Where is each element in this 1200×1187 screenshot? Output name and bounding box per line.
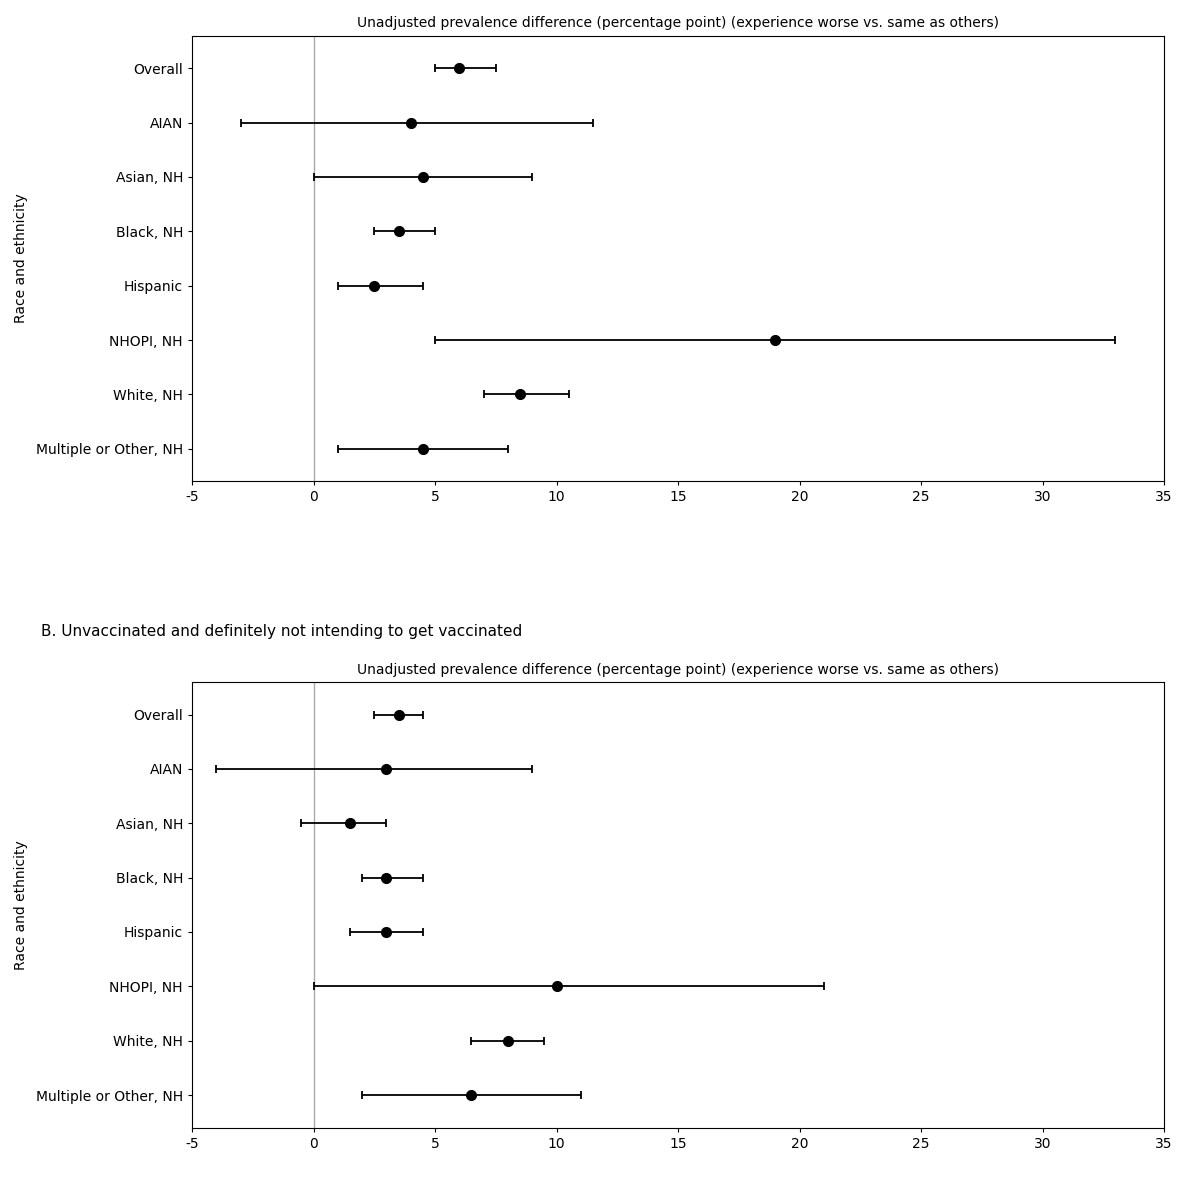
Title: Unadjusted prevalence difference (percentage point) (experience worse vs. same a: Unadjusted prevalence difference (percen… (358, 17, 998, 31)
Text: B. Unvaccinated and definitely not intending to get vaccinated: B. Unvaccinated and definitely not inten… (41, 624, 522, 639)
Y-axis label: Race and ethnicity: Race and ethnicity (13, 840, 28, 970)
Title: Unadjusted prevalence difference (percentage point) (experience worse vs. same a: Unadjusted prevalence difference (percen… (358, 662, 998, 677)
Y-axis label: Race and ethnicity: Race and ethnicity (13, 193, 28, 323)
